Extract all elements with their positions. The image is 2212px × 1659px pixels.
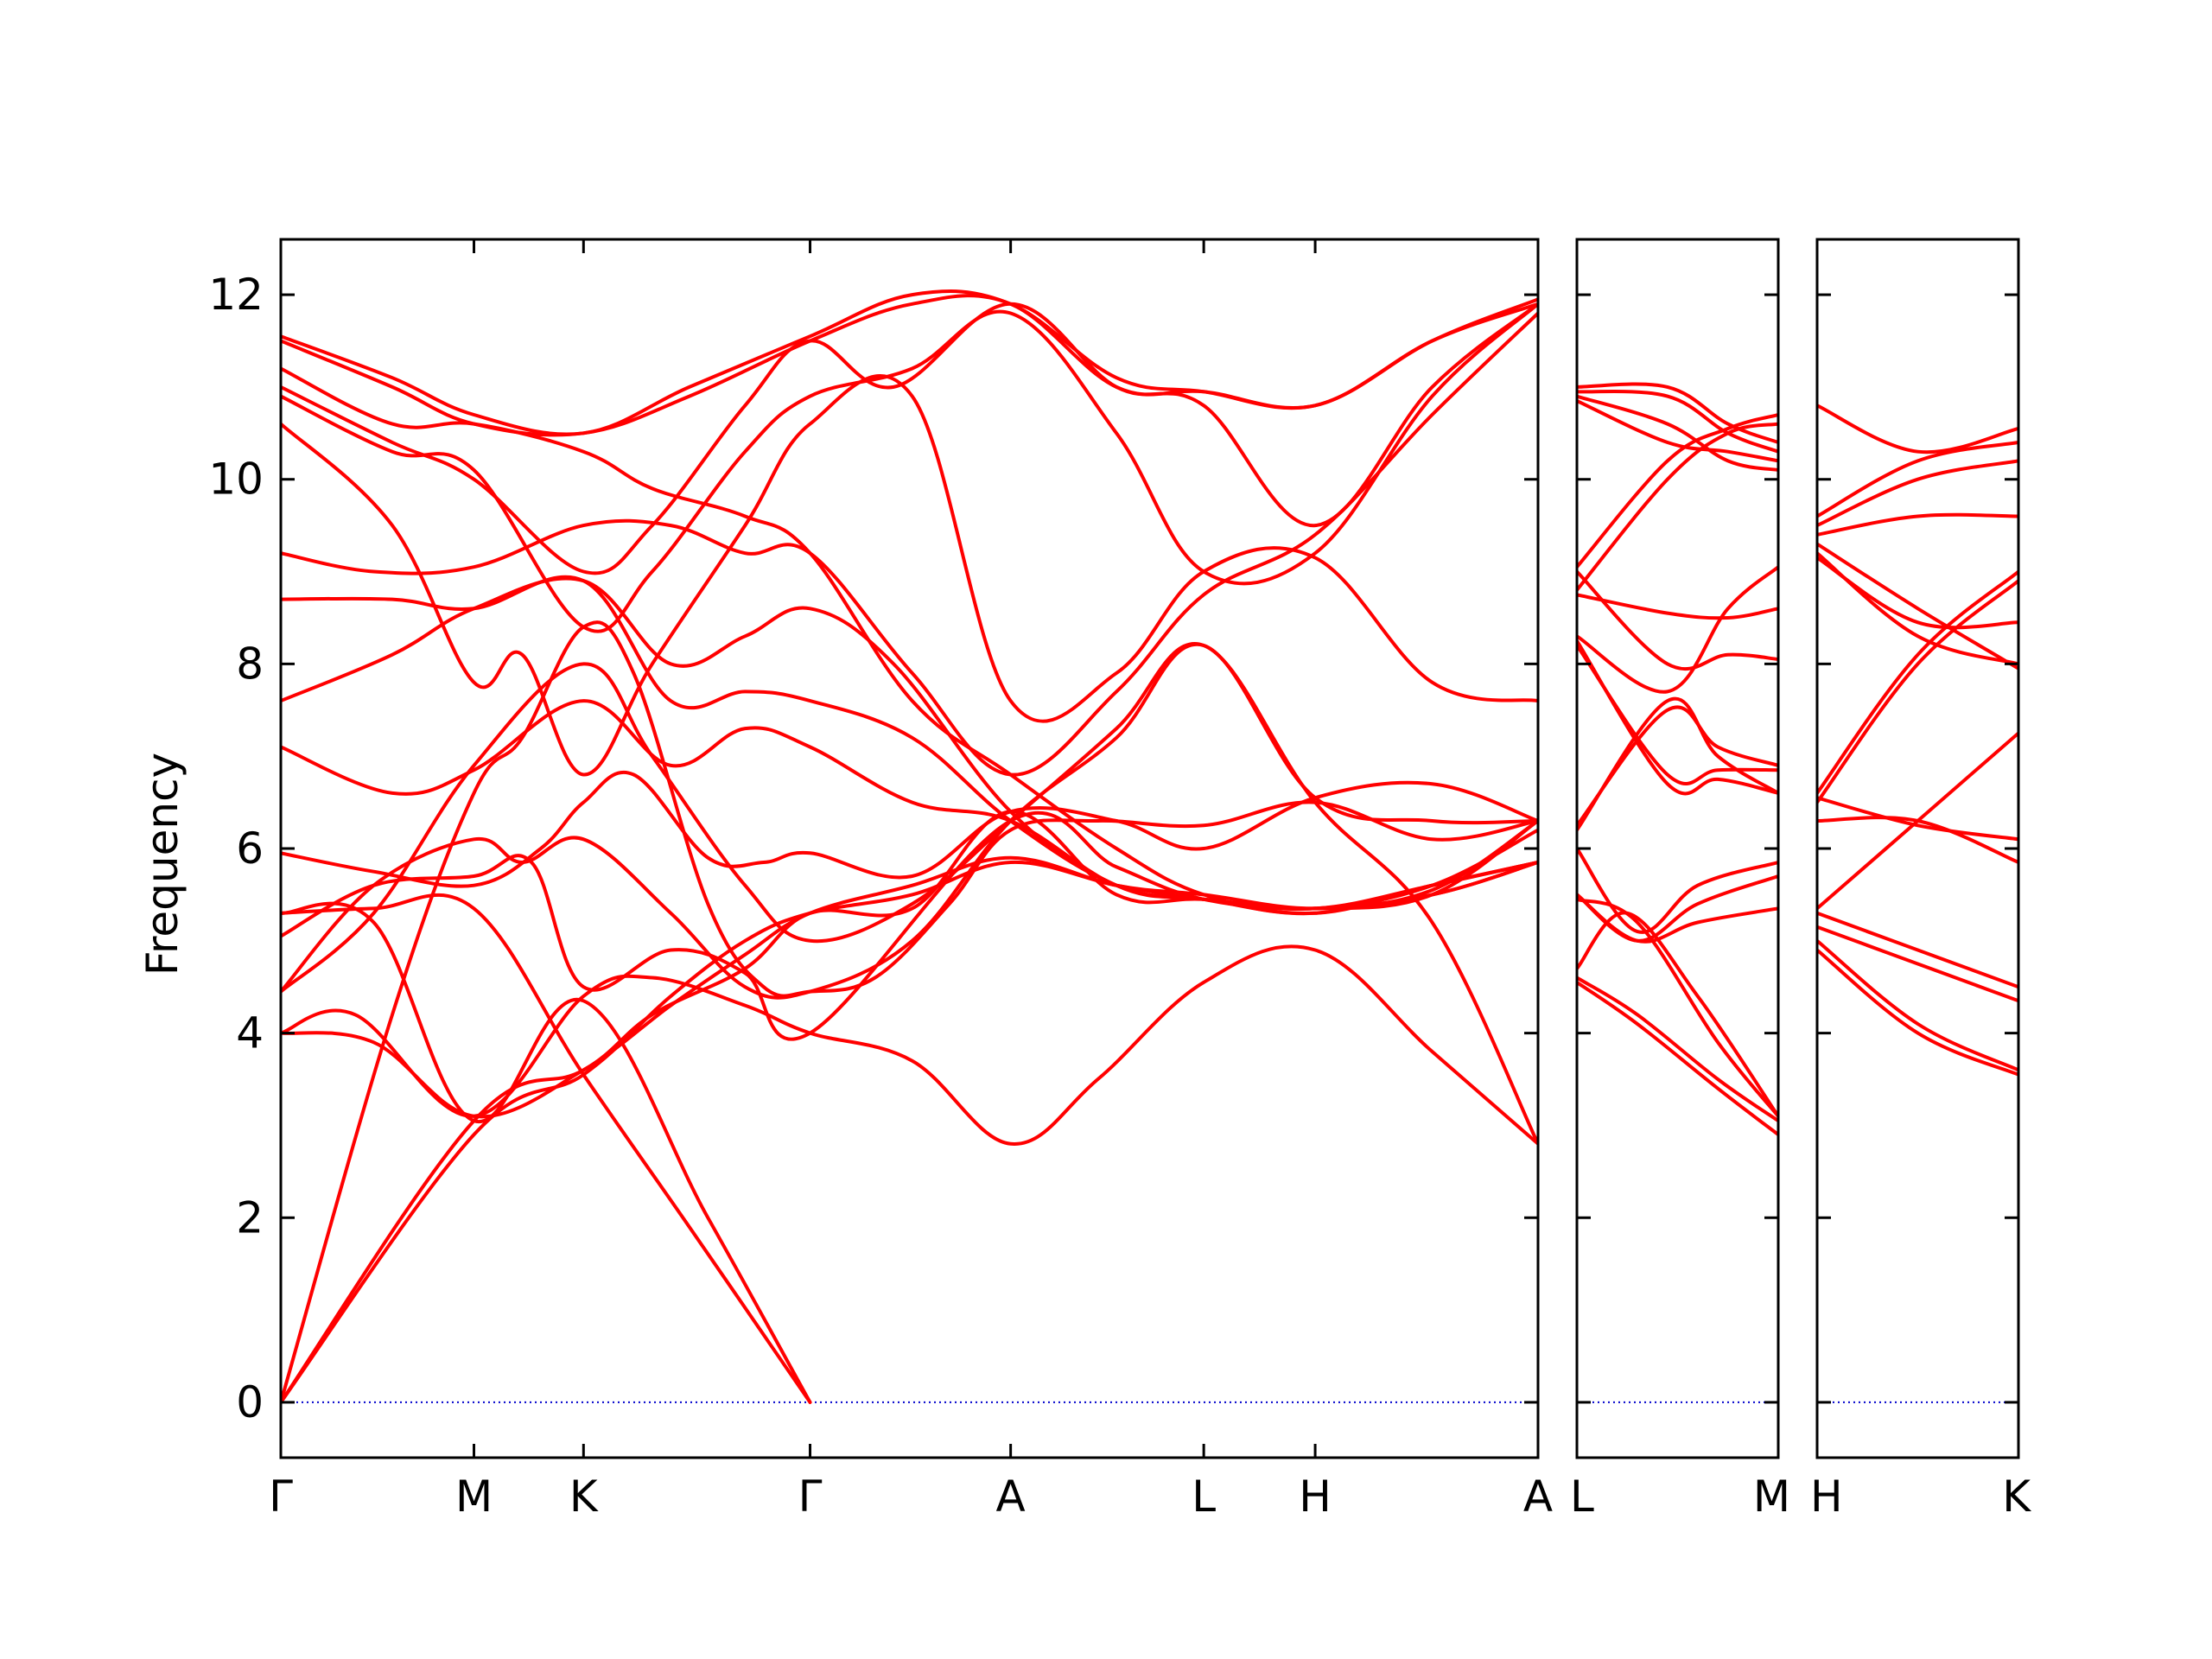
phonon-band — [1577, 976, 1778, 1123]
phonon-band — [1577, 980, 1778, 1137]
phonon-band — [281, 576, 1538, 911]
y-tick-label: 0 — [236, 1377, 264, 1427]
phonon-band — [1577, 593, 1778, 620]
phonon-band — [1577, 911, 1778, 1118]
phonon-band — [1577, 422, 1778, 592]
phonon-band — [1817, 542, 2018, 671]
phonon-band — [1577, 874, 1778, 943]
phonon-band — [281, 642, 1538, 1146]
phonon-band — [1817, 459, 2018, 528]
x-tick-label: K — [2002, 1471, 2031, 1522]
phonon-band — [1817, 551, 2018, 666]
x-tick-label: M — [455, 1471, 493, 1522]
phonon-band — [1817, 925, 2018, 1003]
y-tick-label: 12 — [208, 270, 264, 320]
x-tick-label: K — [569, 1471, 599, 1522]
phonon-band — [281, 901, 812, 1404]
phonon-band — [1577, 696, 1778, 832]
phonon-band — [1577, 847, 1778, 934]
phonon-band — [1817, 512, 2018, 537]
phonon-band — [281, 289, 1538, 436]
phonon-band — [1817, 569, 2018, 795]
x-tick-label: A — [996, 1471, 1026, 1522]
phonon-band — [1577, 897, 1778, 1118]
phonon-band — [1817, 441, 2018, 518]
phonon-band — [1577, 705, 1778, 828]
x-tick-label: L — [1192, 1471, 1216, 1522]
phonon-band — [281, 810, 1538, 1119]
band-group — [1577, 382, 1778, 1137]
phonon-band — [1817, 816, 2018, 864]
band-group — [281, 289, 1538, 1404]
phonon-band — [281, 366, 1538, 916]
phonon-band — [281, 770, 1538, 888]
phonon-band — [281, 642, 1538, 1000]
x-tick-label: M — [1753, 1471, 1790, 1522]
x-tick-label: H — [1810, 1471, 1843, 1522]
x-tick-label: H — [1299, 1471, 1332, 1522]
y-tick-label: 10 — [208, 454, 264, 505]
y-tick-label: 4 — [236, 1008, 264, 1058]
phonon-band — [281, 893, 812, 1404]
phonon-band — [1817, 796, 2018, 842]
phonon-band — [281, 302, 1538, 633]
phonon-band — [281, 311, 1538, 777]
phonon-band — [281, 855, 1538, 1404]
phonon-band — [1817, 579, 2018, 804]
phonon-band — [1817, 911, 2018, 989]
y-tick-label: 6 — [236, 823, 264, 874]
y-tick-label: 2 — [236, 1192, 264, 1243]
x-tick-label: Γ — [269, 1471, 293, 1522]
phonon-band — [281, 810, 1538, 1041]
phonon-band — [1577, 382, 1778, 444]
phonon-band — [281, 374, 1538, 777]
phonon-band — [1577, 565, 1778, 694]
phonon-band — [1577, 398, 1778, 463]
phonon-band — [1817, 404, 2018, 454]
phonon-band — [1577, 390, 1778, 454]
x-tick-label: A — [1523, 1471, 1553, 1522]
phonon-band — [281, 302, 1538, 575]
phonon-band — [1577, 394, 1778, 472]
phonon-band — [1817, 948, 2018, 1077]
band-group — [1817, 404, 2018, 1077]
x-tick-label: L — [1570, 1471, 1594, 1522]
phonon-band — [1817, 938, 2018, 1072]
phonon-band — [1577, 569, 1778, 671]
x-tick-label: Γ — [798, 1471, 823, 1522]
phonon-band — [1577, 413, 1778, 569]
y-axis-label: Frequency — [137, 753, 188, 976]
phonon-band — [281, 620, 1538, 1404]
phonon-band — [1577, 639, 1778, 796]
panel-main: 0 2 4 6 8 10 12 Γ M K Γ A L H A — [208, 238, 1553, 1522]
y-tick-label: 8 — [236, 639, 264, 689]
phonon-band — [281, 575, 1538, 911]
